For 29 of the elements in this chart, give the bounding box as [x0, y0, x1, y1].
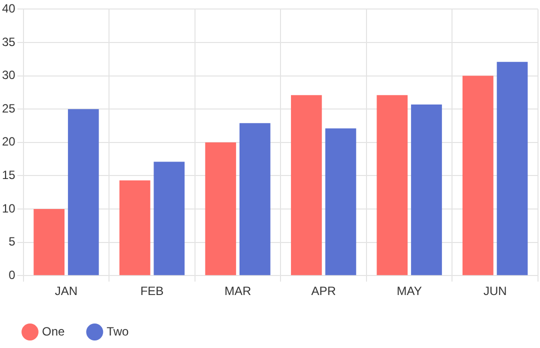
x-tick-label: MAY [396, 284, 422, 298]
y-tick-label: 30 [2, 68, 16, 82]
y-tick-label: 25 [2, 101, 16, 116]
bar [154, 162, 185, 276]
bar [376, 95, 408, 276]
y-tick-label: 20 [2, 134, 16, 149]
y-tick-label: 40 [2, 2, 16, 16]
y-tick-label: 10 [2, 201, 16, 216]
x-tick-label: FEB [140, 284, 164, 298]
bar [290, 95, 322, 276]
bar [240, 123, 270, 276]
bar [496, 62, 528, 276]
bar [205, 142, 236, 276]
y-tick-label: 5 [8, 234, 16, 249]
bar [68, 109, 99, 276]
bar [411, 104, 442, 276]
y-tick-label: 15 [2, 168, 16, 182]
x-tick-label: APR [311, 284, 336, 298]
legend-label: Two [106, 324, 130, 338]
x-tick-label: JAN [54, 284, 78, 298]
y-tick-label: 35 [2, 34, 16, 49]
bar [119, 180, 150, 276]
x-tick-label: MAR [224, 284, 252, 298]
bar [462, 76, 494, 276]
bar [34, 209, 65, 276]
x-tick-label: JUN [483, 284, 507, 298]
legend-label: One [42, 324, 66, 338]
y-tick-label: 0 [8, 268, 16, 282]
bar [325, 128, 356, 276]
